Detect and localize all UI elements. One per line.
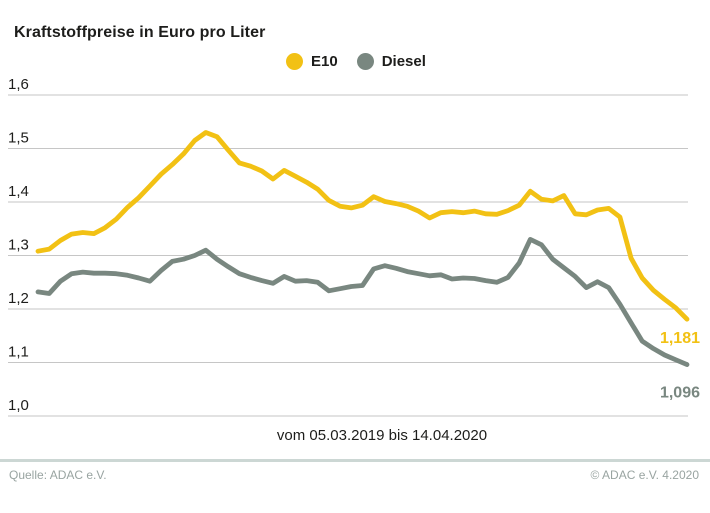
y-tick-label: 1,5 — [8, 130, 29, 147]
chart-legend: E10 Diesel — [286, 53, 426, 70]
e10-line — [35, 130, 690, 322]
legend-item-e10: E10 — [286, 53, 338, 70]
diesel-color-dot-icon — [356, 53, 374, 70]
x-axis-caption: vom 05.03.2019 bis 14.04.2020 — [276, 427, 488, 444]
source-note: Quelle: ADAC e.V. — [9, 468, 107, 482]
legend-item-diesel: Diesel — [356, 53, 426, 70]
diesel-end-value-label: 1,096 — [660, 385, 700, 402]
y-tick-label: 1,3 — [8, 237, 29, 254]
copyright-note: © ADAC e.V. 4.2020 — [590, 468, 699, 482]
y-tick-label: 1,4 — [8, 183, 29, 200]
footer-divider — [0, 459, 710, 462]
e10-end-value-label: 1,181 — [660, 330, 700, 347]
y-tick-label: 1,1 — [8, 344, 29, 361]
legend-label-e10: E10 — [311, 53, 338, 70]
legend-label-diesel: Diesel — [381, 53, 426, 70]
diesel-line — [35, 236, 690, 368]
y-tick-label: 1,0 — [8, 397, 29, 414]
page-title: Kraftstoffpreise in Euro pro Liter — [14, 24, 266, 41]
y-tick-label: 1,6 — [8, 76, 29, 93]
price-line-chart: 1,6 1,5 1,4 1,3 1,2 1,1 1,0 1,181 1,096 — [8, 76, 700, 417]
y-tick-label: 1,2 — [8, 290, 29, 307]
e10-color-dot-icon — [286, 53, 303, 70]
